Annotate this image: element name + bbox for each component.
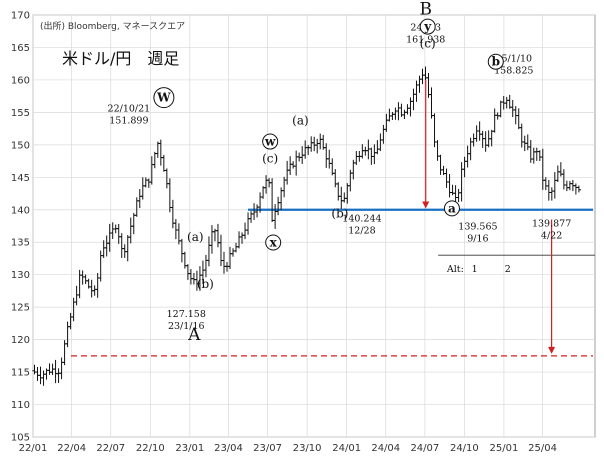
x-tick-label: 24/10 [450,443,479,454]
wave-label-circled: w [262,133,279,150]
x-tick-label: 23/07 [253,443,282,454]
y-tick-label: 150 [11,140,30,151]
wave-label: B [419,0,432,20]
y-tick-label: 135 [11,238,30,249]
labels: 22/10/21151.899127.15823/1/1624/7/3161.9… [108,0,572,345]
wave-label-text: w [264,135,276,149]
y-tick-label: 145 [11,173,30,184]
wave-label: (b) [197,277,214,291]
x-tick-label: 24/01 [332,443,361,454]
y-tick-label: 160 [11,75,30,86]
wave-label-text: B [419,0,432,20]
wave-label-text: x [270,236,278,250]
wave-label-circled: x [265,234,282,251]
reference-lines [71,208,595,357]
x-tick-label: 22/01 [19,443,48,454]
alt-label: 2 [505,264,511,275]
wave-label-circled: W [153,87,175,109]
wave-label-text: (a) [292,113,309,127]
x-tick-label: 22/10 [136,443,165,454]
wave-label: (a) [292,113,309,127]
y-tick-label: 120 [11,335,30,346]
annotation-label: 4/22 [541,230,562,241]
wave-label: (c) [262,152,278,166]
y-tick-label: 130 [11,270,30,281]
alt-label: Alt: [446,264,464,275]
annotation-label: 140.244 [342,213,381,224]
y-tick-label: 170 [11,11,30,22]
wave-label-text: b [492,55,500,69]
wave-label-text: A [187,325,201,345]
x-tick-label: 23/10 [293,443,322,454]
y-tick-label: 165 [11,43,30,54]
candles [32,66,582,386]
annotation-label: 25/1/10 [495,54,532,65]
grid [32,14,595,438]
annotation-label: 9/16 [467,233,488,244]
wave-label-text: a [448,201,456,215]
wave-label-circled: y [419,18,436,35]
y-tick-label: 115 [11,368,30,379]
annotation-label: 139.565 [458,221,497,232]
annotation-label: 151.899 [109,116,148,127]
annotation-label: 158.825 [494,66,533,77]
x-tick-label: 24/04 [371,443,400,454]
arrows [422,79,556,354]
wave-label: A [187,325,201,345]
x-tick-label: 22/07 [96,443,125,454]
y-tick-label: 140 [11,205,30,216]
wave-label-text: (b) [331,206,348,220]
wave-label-text: (b) [197,277,214,291]
x-tick-label: 25/01 [489,443,518,454]
down-arrow [548,219,556,354]
wave-label-text: (c) [420,37,436,51]
wave-label-text: W [156,91,171,105]
annotation-label: 22/10/21 [108,104,151,115]
wave-label: (a) [187,230,204,244]
alt-label: 1 [472,264,478,275]
plot-area [32,14,596,438]
wave-label: (b) [331,206,348,220]
wave-label-text: (c) [262,152,278,166]
x-tick-label: 23/04 [214,443,243,454]
x-tick-label: 22/04 [57,443,86,454]
candle [576,185,582,193]
x-tick-label: 25/04 [528,443,557,454]
annotation-label: 139.877 [532,218,571,229]
y-tick-label: 105 [11,433,30,444]
annotation-label: 23/1/16 [168,321,205,332]
x-axis: 22/01 22/04 22/07 22/10 23/01 23/04 23/07 23/10… [19,443,557,454]
x-tick-label: 23/01 [175,443,204,454]
wave-label-text: (a) [187,230,204,244]
annotation-label: 12/28 [348,225,375,236]
source-note: (出所) Bloomberg, マネースクエア [40,20,185,32]
wave-label-circled: b [487,53,504,70]
x-tick-label: 24/07 [410,443,439,454]
wave-label: (c) [420,37,436,51]
down-arrow [422,79,430,209]
y-tick-label: 125 [11,303,30,314]
chart-title: 米ドル/円 週足 [62,49,179,68]
y-axis: 105 110 115 120 125 130 135 140 145 150 155 160 165 1… [11,11,30,444]
annotation-label: 127.158 [167,309,206,320]
annotation-label: 161.938 [406,35,445,46]
y-tick-label: 110 [11,400,30,411]
wave-label-text: y [423,20,432,34]
y-tick-label: 155 [11,108,30,119]
wave-label-circled: a [443,200,460,217]
